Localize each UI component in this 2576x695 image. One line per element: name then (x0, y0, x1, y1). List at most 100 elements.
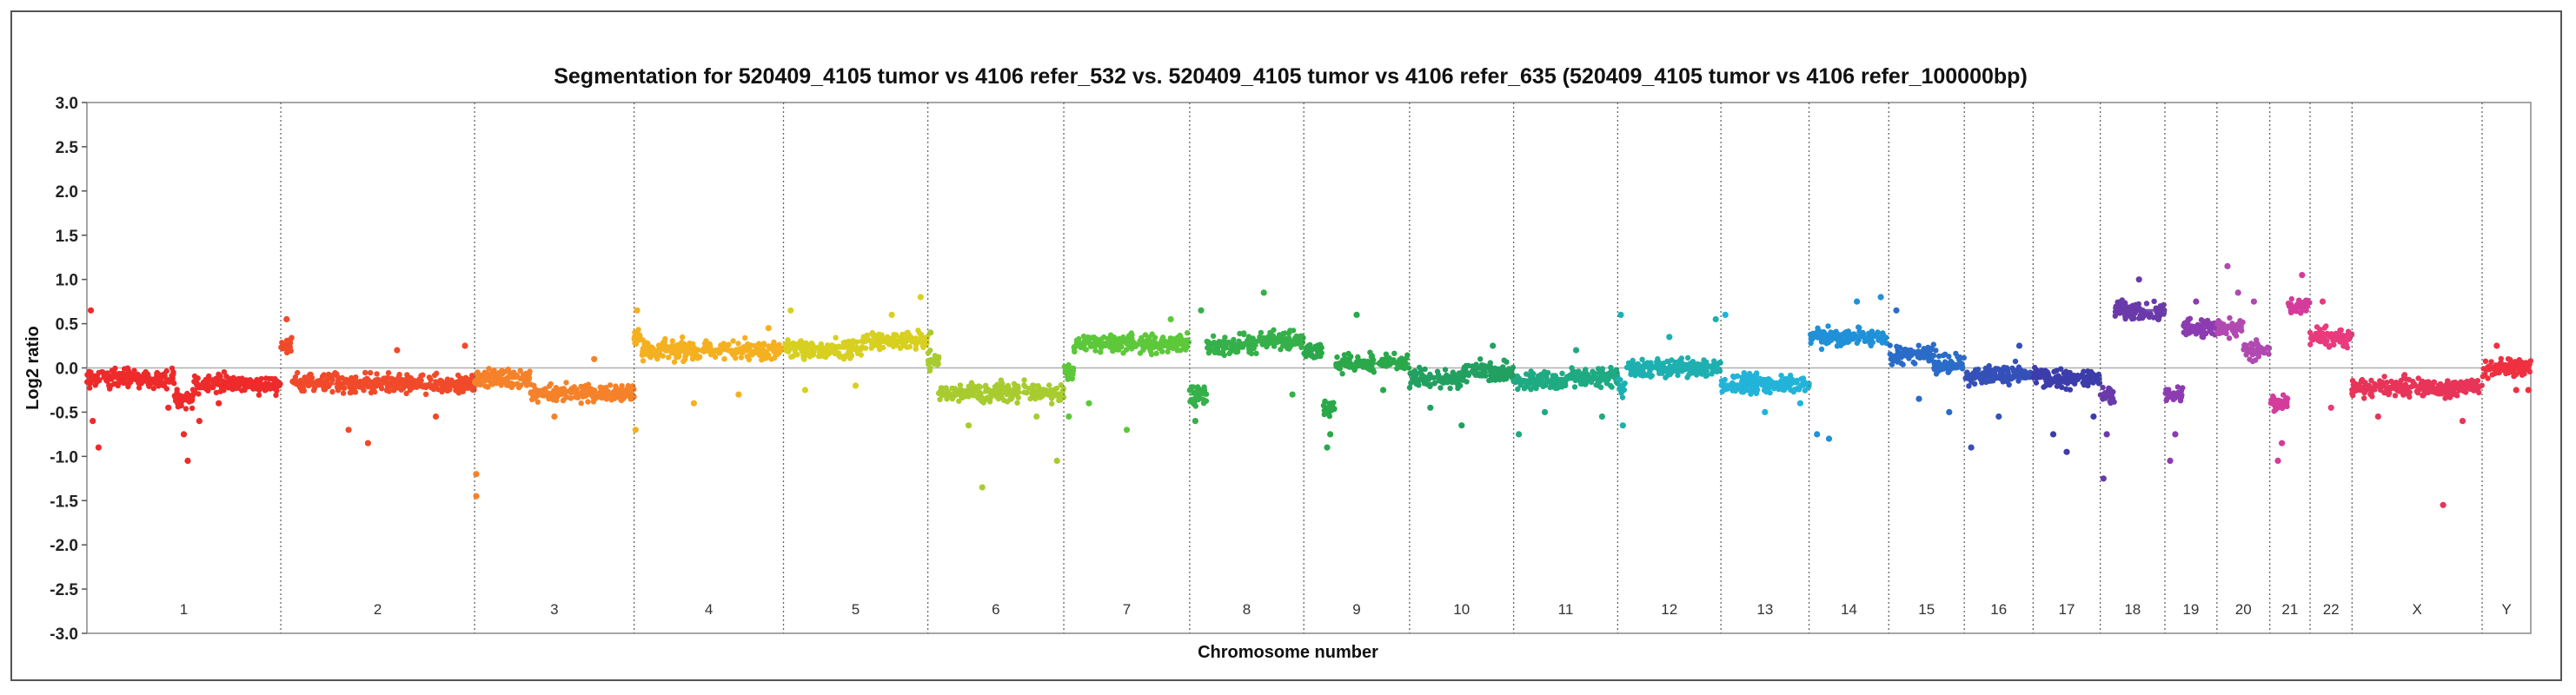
data-point (1818, 346, 1825, 353)
data-point (2368, 377, 2374, 384)
data-point (956, 398, 962, 404)
data-point (1497, 374, 1503, 380)
data-point (548, 381, 554, 387)
data-point (871, 333, 877, 339)
data-point (422, 391, 429, 397)
outlier-point (345, 427, 352, 434)
chart-title: Segmentation for 520409_4105 tumor vs 41… (554, 64, 2028, 89)
data-point (515, 384, 522, 391)
data-point (213, 389, 220, 396)
outlier-point (1666, 334, 1673, 341)
data-point (680, 334, 686, 341)
data-point (1535, 373, 1542, 379)
data-point (232, 385, 239, 392)
chromosome-5: 5 (782, 103, 931, 633)
outlier-point (184, 457, 191, 465)
data-point (2059, 384, 2065, 390)
data-point (738, 354, 745, 361)
data-point (311, 385, 318, 391)
data-point (1472, 372, 1479, 379)
data-point (2304, 297, 2310, 304)
data-point (1339, 371, 1345, 377)
data-point (2130, 314, 2137, 321)
data-point (938, 385, 945, 391)
data-point (1036, 384, 1042, 391)
chromosome-2: 2 (278, 103, 477, 633)
data-point (568, 386, 575, 392)
data-point (334, 373, 340, 379)
data-point (1536, 381, 1543, 387)
data-point (1996, 367, 2002, 374)
data-point (464, 385, 470, 391)
data-point (635, 327, 641, 333)
data-point (1092, 348, 1099, 354)
data-point (1876, 337, 1882, 343)
data-point (1271, 327, 1277, 333)
data-point (1515, 386, 1521, 393)
outlier-point (2063, 448, 2070, 455)
data-point (2254, 340, 2261, 347)
data-point (1110, 336, 1117, 342)
data-point (944, 396, 950, 402)
outlier-point (2340, 342, 2347, 349)
data-point (329, 377, 335, 383)
outlier-point (1327, 431, 1334, 438)
outlier-point (1722, 311, 1729, 318)
data-point (1184, 330, 1191, 336)
data-point (1298, 344, 1305, 350)
data-point (1825, 323, 1831, 329)
data-point (1371, 369, 1378, 375)
chromosome-9: 9 (1301, 103, 1412, 633)
data-point (2204, 317, 2211, 324)
data-point (863, 333, 870, 339)
chromosome-11: 11 (1510, 103, 1621, 633)
data-point (2151, 298, 2157, 304)
data-point (808, 341, 815, 347)
data-point (1072, 348, 1078, 355)
chromosome-label: 14 (1841, 601, 1857, 618)
data-point (1222, 334, 1228, 341)
data-point (1500, 376, 1507, 382)
data-point (196, 391, 202, 397)
data-point (1895, 357, 1901, 364)
data-point (1501, 357, 1507, 363)
data-point (1599, 366, 1606, 372)
data-point (1596, 382, 1602, 389)
data-point (1071, 344, 1078, 350)
data-point (274, 387, 280, 394)
data-point (1087, 343, 1094, 349)
data-point (703, 339, 709, 346)
outlier-point (765, 325, 772, 332)
data-point (2521, 370, 2527, 377)
outlier-point (2525, 387, 2532, 394)
data-point (2220, 328, 2226, 334)
data-point (486, 366, 492, 372)
outlier-point (1915, 395, 1922, 402)
data-point (2178, 387, 2185, 394)
data-point (681, 341, 687, 348)
data-point (2494, 368, 2500, 374)
data-point (803, 340, 809, 346)
data-point (1148, 351, 1155, 358)
chromosome-label: 2 (374, 601, 382, 618)
outlier-point (1066, 413, 1072, 420)
data-point (1180, 343, 1187, 349)
outlier-point (2015, 342, 2023, 349)
outlier-point (1796, 400, 1803, 407)
data-point (767, 344, 773, 350)
outlier-point (1762, 408, 1769, 415)
data-point (2144, 311, 2150, 317)
data-point (191, 373, 198, 380)
y-tick-label: 2.0 (56, 183, 78, 202)
data-point (1533, 385, 1539, 392)
data-point (256, 392, 262, 398)
data-point (1541, 368, 1548, 375)
data-point (499, 367, 505, 374)
data-point (148, 381, 155, 387)
data-point (420, 372, 426, 378)
data-point (1721, 377, 1728, 383)
data-point (647, 354, 654, 361)
data-point (1953, 364, 1959, 371)
data-point (1709, 371, 1715, 377)
outlier-point (473, 493, 480, 500)
